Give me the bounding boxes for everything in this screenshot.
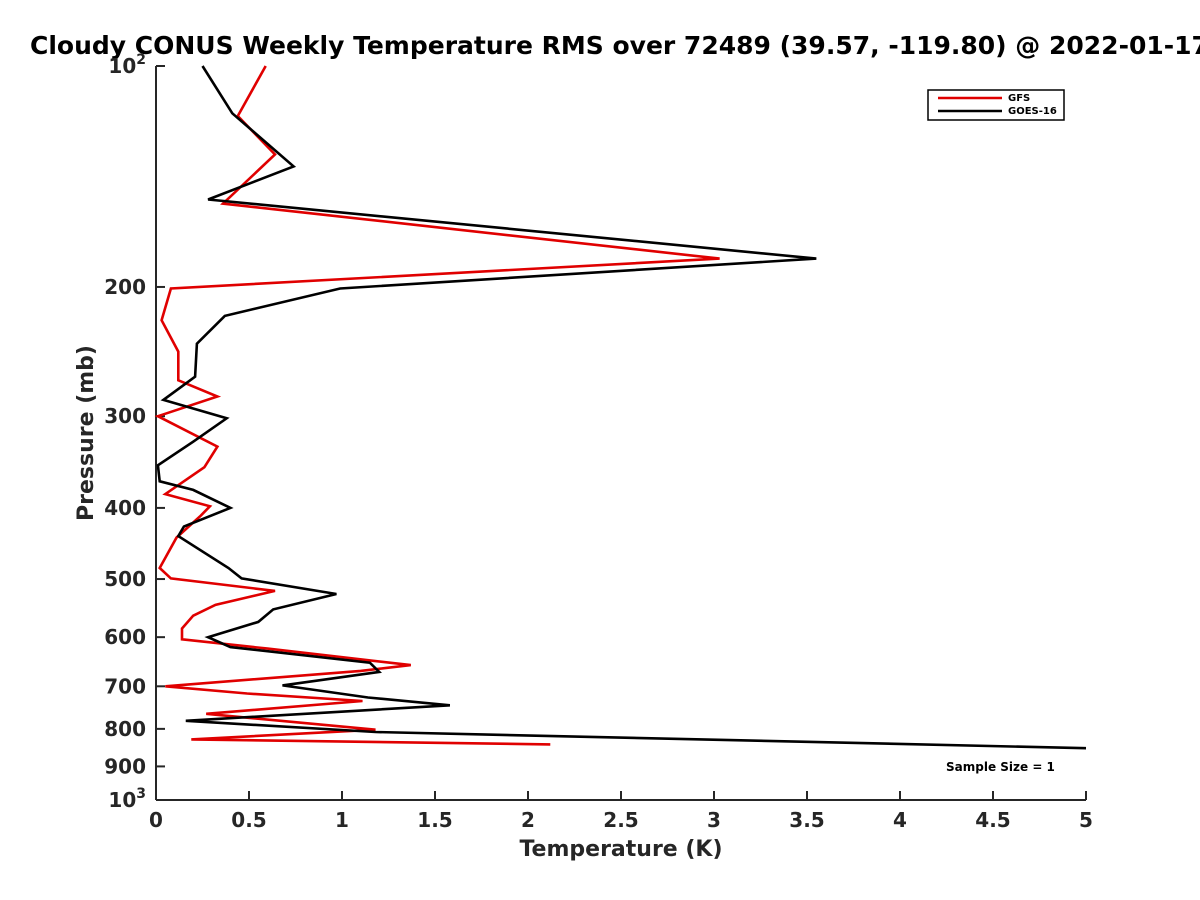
- x-tick-label: 0.5: [231, 808, 266, 832]
- x-tick-label: 2.5: [603, 808, 638, 832]
- x-tick-label: 0: [149, 808, 163, 832]
- series-layer: [154, 65, 1087, 750]
- y-tick-label: 500: [104, 567, 146, 591]
- x-tick-label: 3: [707, 808, 721, 832]
- plot-area: [155, 66, 1086, 801]
- y-tick-exponent: 2: [136, 52, 146, 68]
- y-axis-label: Pressure (mb): [74, 345, 99, 521]
- x-ticks: 0 0.5 1 1.5 2 2.5 3 3.5 4 4.5 5: [149, 791, 1093, 832]
- legend: GFS GOES-16: [927, 89, 1065, 121]
- y-tick-label: 102: [108, 52, 146, 78]
- y-tick-label: 700: [104, 674, 146, 698]
- y-tick-base: 10: [108, 788, 136, 812]
- y-tick-base: 10: [108, 54, 136, 78]
- y-tick-label: 300: [104, 404, 146, 428]
- y-tick-exponent: 3: [136, 786, 146, 802]
- x-tick-label: 3.5: [789, 808, 824, 832]
- y-tick-label: 800: [104, 717, 146, 741]
- sample-size-annotation: Sample Size = 1: [946, 760, 1055, 774]
- x-tick-label: 4.5: [975, 808, 1010, 832]
- legend-label-gfs: GFS: [1008, 93, 1030, 104]
- series-line-goes-16: [156, 65, 1087, 750]
- x-tick-label: 2: [521, 808, 535, 832]
- x-tick-label: 4: [893, 808, 907, 832]
- x-tick-label: 5: [1079, 808, 1093, 832]
- legend-box: [927, 89, 1065, 121]
- y-tick-label: 900: [104, 754, 146, 778]
- y-tick-label: 200: [104, 275, 146, 299]
- y-tick-label: 600: [104, 625, 146, 649]
- x-tick-label: 1: [335, 808, 349, 832]
- series-line-gfs: [154, 65, 720, 746]
- x-axis-label: Temperature (K): [519, 837, 722, 862]
- chart-title: Cloudy CONUS Weekly Temperature RMS over…: [30, 31, 1200, 60]
- x-tick-label: 1.5: [417, 808, 452, 832]
- y-tick-label: 103: [108, 786, 146, 812]
- y-tick-label: 400: [104, 496, 146, 520]
- legend-label-goes-16: GOES-16: [1008, 106, 1057, 117]
